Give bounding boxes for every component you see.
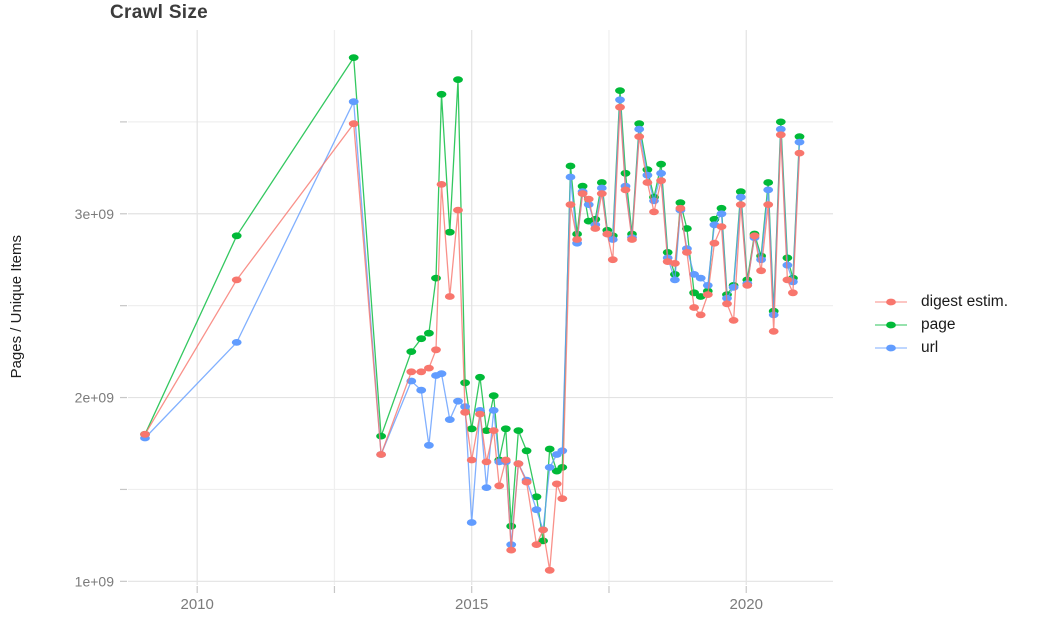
x-tick-label: 2020 (730, 596, 763, 613)
legend-key-page-icon (875, 321, 907, 328)
legend-label-url: url (921, 338, 939, 356)
legend-row-digest: digest estim. (874, 290, 1008, 313)
y-tick-label: 2e+09 (75, 390, 115, 406)
x-tick-label: 2015 (455, 596, 488, 613)
legend-key-url-icon (875, 344, 907, 351)
chart-title: Crawl Size (110, 2, 209, 23)
legend-row-page: page (874, 313, 1008, 336)
legend: digest estim. page url (874, 290, 1008, 359)
legend-label-page: page (921, 315, 956, 333)
legend-row-url: url (874, 336, 1008, 359)
series-digest-estim- (140, 103, 805, 574)
y-tick-label: 1e+09 (75, 573, 115, 589)
legend-key-digest-icon (875, 298, 907, 305)
legend-label-digest: digest estim. (921, 292, 1009, 310)
y-tick-label: 3e+09 (75, 206, 115, 222)
x-tick-label: 2010 (180, 596, 213, 613)
